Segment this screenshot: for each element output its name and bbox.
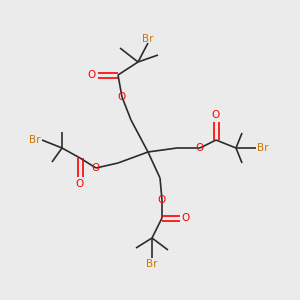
Text: O: O xyxy=(212,110,220,120)
Text: O: O xyxy=(158,195,166,205)
Text: O: O xyxy=(76,179,84,189)
Text: O: O xyxy=(88,70,96,80)
Text: Br: Br xyxy=(29,135,41,145)
Text: Br: Br xyxy=(146,259,158,269)
Text: Br: Br xyxy=(142,34,154,44)
Text: O: O xyxy=(182,213,190,223)
Text: Br: Br xyxy=(257,143,269,153)
Text: O: O xyxy=(92,163,100,173)
Text: O: O xyxy=(196,143,204,153)
Text: O: O xyxy=(118,92,126,102)
